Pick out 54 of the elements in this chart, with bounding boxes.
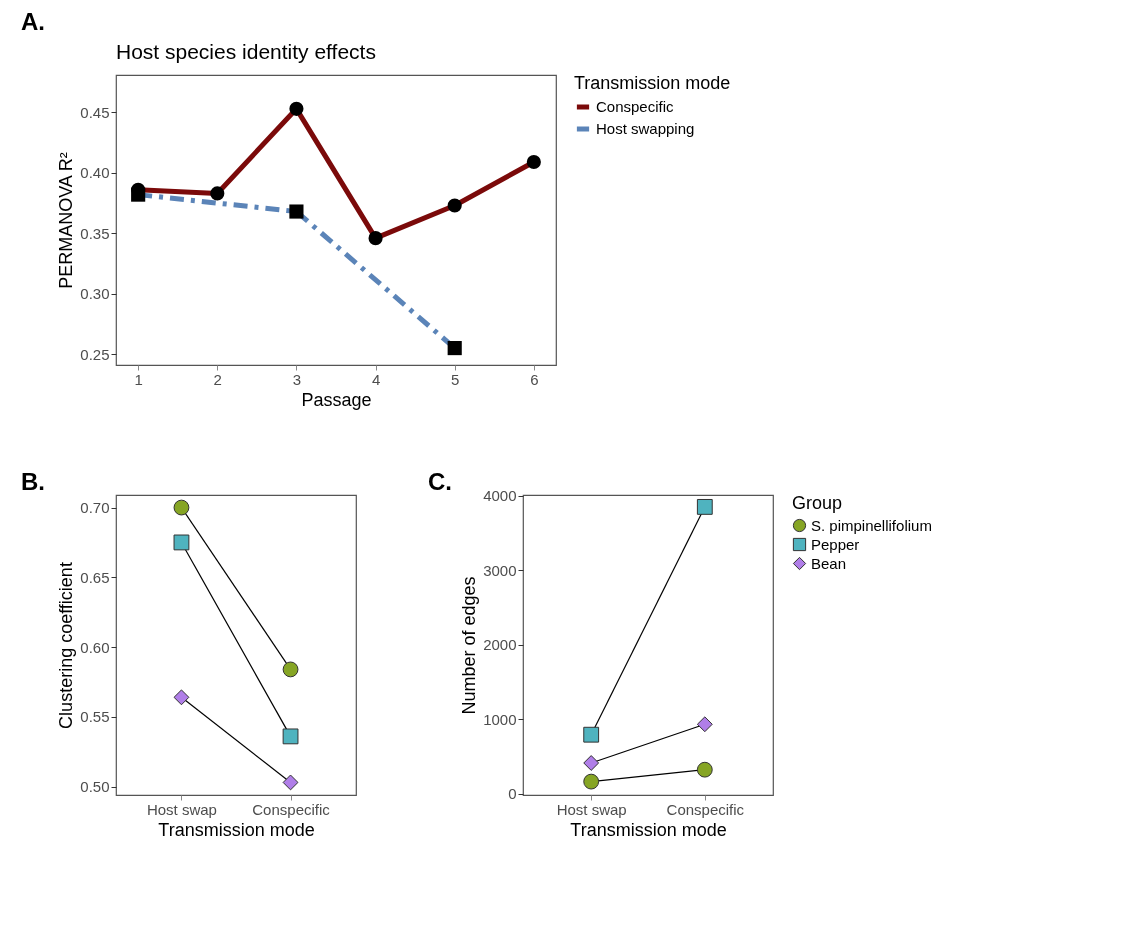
y-tick-label: 0.50	[80, 778, 110, 796]
x-tick-label: 3	[292, 370, 302, 388]
point	[583, 773, 600, 790]
legend-title: Transmission mode	[574, 73, 731, 93]
x-tick-label: Conspecific	[666, 800, 745, 818]
point	[696, 761, 713, 778]
legend-label: Host swapping	[596, 120, 695, 137]
legend-label: Conspecific	[596, 98, 675, 115]
x-tick-label: Host swap	[556, 800, 627, 818]
x-axis-title: Transmission mode	[158, 819, 315, 840]
text: B.	[21, 468, 45, 495]
x-axis-title: Passage	[301, 389, 372, 410]
legend-title: Group	[792, 493, 843, 513]
y-tick-label: 0.55	[80, 708, 110, 726]
y-tick-label: 2000	[483, 636, 517, 654]
point	[282, 661, 299, 678]
x-tick-label: 2	[213, 370, 222, 388]
y-tick-label: 0.30	[80, 285, 110, 303]
y-tick-label: 0.60	[80, 638, 110, 656]
point	[173, 689, 190, 706]
legend-label: Pepper	[811, 535, 860, 553]
point	[282, 774, 299, 791]
y-tick-label: 0	[508, 785, 517, 803]
y-tick-label: 1000	[483, 710, 517, 728]
x-tick-label: 5	[451, 370, 460, 388]
legend-label: S. pimpinellifolium	[811, 516, 932, 534]
y-tick-label: 0.70	[80, 499, 110, 517]
y-axis-title: Number of edges	[459, 576, 480, 715]
point	[282, 728, 299, 745]
y-tick-label: 4000	[483, 487, 517, 505]
point	[696, 716, 713, 733]
point	[583, 726, 600, 743]
y-axis-title: Clustering coefficient	[56, 562, 77, 729]
y-tick-label: 3000	[483, 561, 517, 579]
legend-label: Bean	[811, 554, 847, 572]
chart-title: Host species identity effects	[116, 40, 376, 63]
point	[583, 755, 600, 771]
text: A.	[21, 8, 45, 35]
point	[696, 498, 713, 515]
y-axis-title: PERMANOVA R²	[56, 152, 77, 289]
x-axis-title: Transmission mode	[570, 819, 727, 840]
x-tick-label: Host swap	[146, 800, 217, 818]
y-tick-label: 0.35	[80, 224, 110, 242]
text: C.	[428, 468, 452, 495]
x-tick-label: 6	[530, 370, 539, 388]
x-tick-label: 4	[371, 370, 381, 388]
y-tick-label: 0.45	[80, 103, 110, 121]
point	[173, 499, 190, 516]
point	[173, 534, 190, 551]
y-tick-label: 0.25	[80, 345, 110, 363]
y-tick-label: 0.65	[80, 568, 110, 586]
x-tick-label: 1	[134, 370, 143, 388]
x-tick-label: Conspecific	[252, 800, 331, 818]
y-tick-label: 0.40	[80, 164, 110, 182]
